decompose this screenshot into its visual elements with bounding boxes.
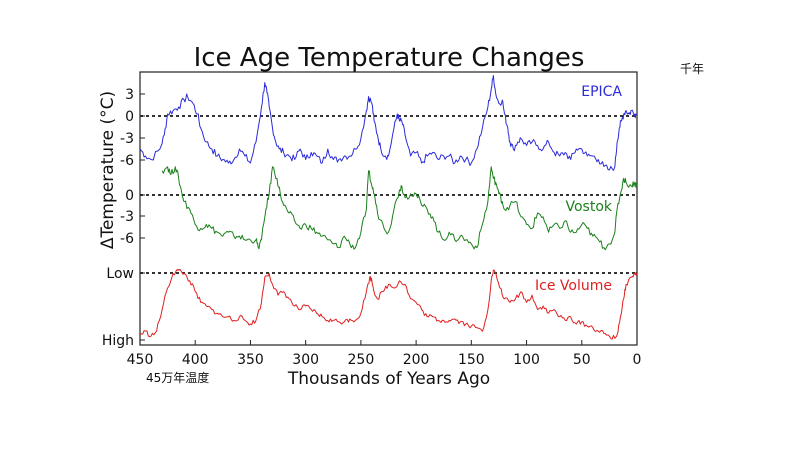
y-tick-label: Low xyxy=(106,266,134,282)
y-tick-label: -6 xyxy=(120,231,134,247)
series-line-vostok xyxy=(161,166,638,251)
x-tick-label: 100 xyxy=(513,352,540,368)
series-label-epica: EPICA xyxy=(581,84,622,100)
chart-title: Ice Age Temperature Changes xyxy=(194,43,585,73)
y-tick-label: -3 xyxy=(120,131,134,147)
annotation-thousand-years: 千年 xyxy=(680,62,704,76)
series-line-ice-volume xyxy=(139,268,638,340)
y-tick-label: High xyxy=(102,333,134,349)
plot-frame xyxy=(139,71,638,346)
series-label-vostok: Vostok xyxy=(565,199,612,215)
x-tick-label: 150 xyxy=(458,352,485,368)
x-axis-title: Thousands of Years Ago xyxy=(287,369,490,389)
x-tick-label: 400 xyxy=(182,352,209,368)
annotation-450k-temperature: 45万年温度 xyxy=(146,370,209,385)
x-tick-label: 450 xyxy=(127,352,154,368)
y-tick-label: 3 xyxy=(125,87,134,103)
y-axis-ticks: 3 0 -3 -6 0 -3 -6 Low High xyxy=(102,87,145,349)
y-axis-title: ΔTemperature (°C) xyxy=(98,91,118,249)
y-tick-label: 0 xyxy=(125,109,134,125)
y-tick-label: -6 xyxy=(120,153,134,169)
annotation-backdrop xyxy=(135,369,253,386)
x-tick-label: 200 xyxy=(403,352,430,368)
x-tick-label: 0 xyxy=(633,352,642,368)
series-labels: EPICA Vostok Ice Volume xyxy=(535,84,622,294)
series-label-ice-volume: Ice Volume xyxy=(535,278,612,294)
x-tick-label: 300 xyxy=(292,352,319,368)
x-tick-label: 250 xyxy=(348,352,375,368)
x-tick-label: 350 xyxy=(237,352,264,368)
series-lines xyxy=(139,75,638,340)
y-tick-label: 0 xyxy=(125,188,134,204)
y-tick-label: -3 xyxy=(120,209,134,225)
series-line-epica xyxy=(139,75,638,171)
x-axis-ticks: 450 400 350 300 250 200 150 100 50 0 xyxy=(127,340,642,368)
x-tick-label: 50 xyxy=(573,352,591,368)
